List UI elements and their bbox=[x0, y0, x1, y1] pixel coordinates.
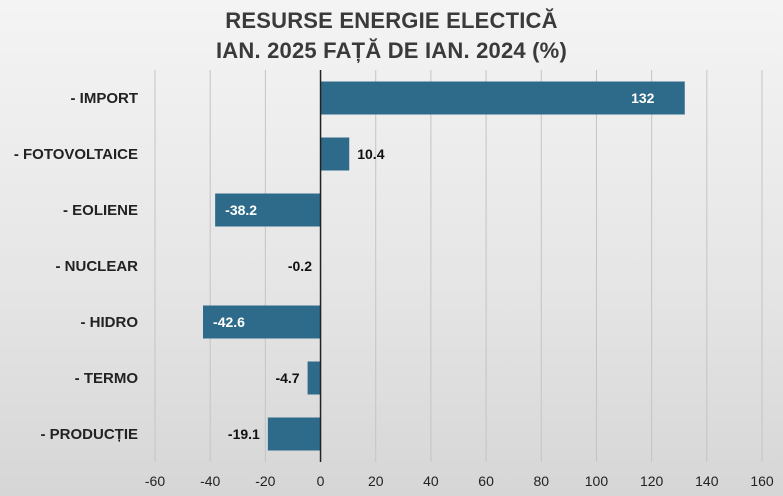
x-tick-label: 140 bbox=[695, 473, 719, 489]
category-label: - PRODUCȚIE bbox=[41, 426, 139, 443]
bar bbox=[203, 305, 321, 339]
data-label: 132 bbox=[631, 90, 655, 106]
data-label: -42.6 bbox=[213, 314, 245, 330]
x-tick-label: -60 bbox=[145, 473, 165, 489]
data-label: -0.2 bbox=[288, 258, 312, 274]
category-label: - NUCLEAR bbox=[56, 258, 139, 275]
bar bbox=[267, 417, 321, 451]
x-tick-label: 100 bbox=[585, 473, 609, 489]
x-tick-label: 40 bbox=[423, 473, 439, 489]
chart-title-line-1: RESURSE ENERGIE ELECTICĂ bbox=[225, 8, 558, 33]
chart-title-line-2: IAN. 2025 FAȚĂ DE IAN. 2024 (%) bbox=[216, 38, 567, 63]
data-label: 10.4 bbox=[357, 146, 384, 162]
bar bbox=[320, 137, 350, 171]
x-tick-label: 120 bbox=[640, 473, 664, 489]
category-label: - FOTOVOLTAICE bbox=[14, 146, 138, 163]
x-tick-label: -20 bbox=[255, 473, 275, 489]
x-tick-label: 80 bbox=[533, 473, 549, 489]
x-tick-label: 60 bbox=[478, 473, 494, 489]
category-label: - EOLIENE bbox=[63, 202, 138, 219]
data-label: -4.7 bbox=[275, 370, 299, 386]
x-tick-label: 160 bbox=[750, 473, 774, 489]
category-label: - TERMO bbox=[75, 370, 139, 387]
data-label: -19.1 bbox=[228, 426, 260, 442]
x-tick-label: 0 bbox=[317, 473, 325, 489]
x-tick-label: 20 bbox=[368, 473, 384, 489]
data-label: -38.2 bbox=[225, 202, 257, 218]
bar bbox=[320, 81, 685, 115]
category-label: - IMPORT bbox=[71, 90, 139, 107]
category-label: - HIDRO bbox=[81, 314, 139, 331]
x-tick-label: -40 bbox=[200, 473, 220, 489]
bar bbox=[307, 361, 321, 395]
bar bbox=[215, 193, 321, 227]
